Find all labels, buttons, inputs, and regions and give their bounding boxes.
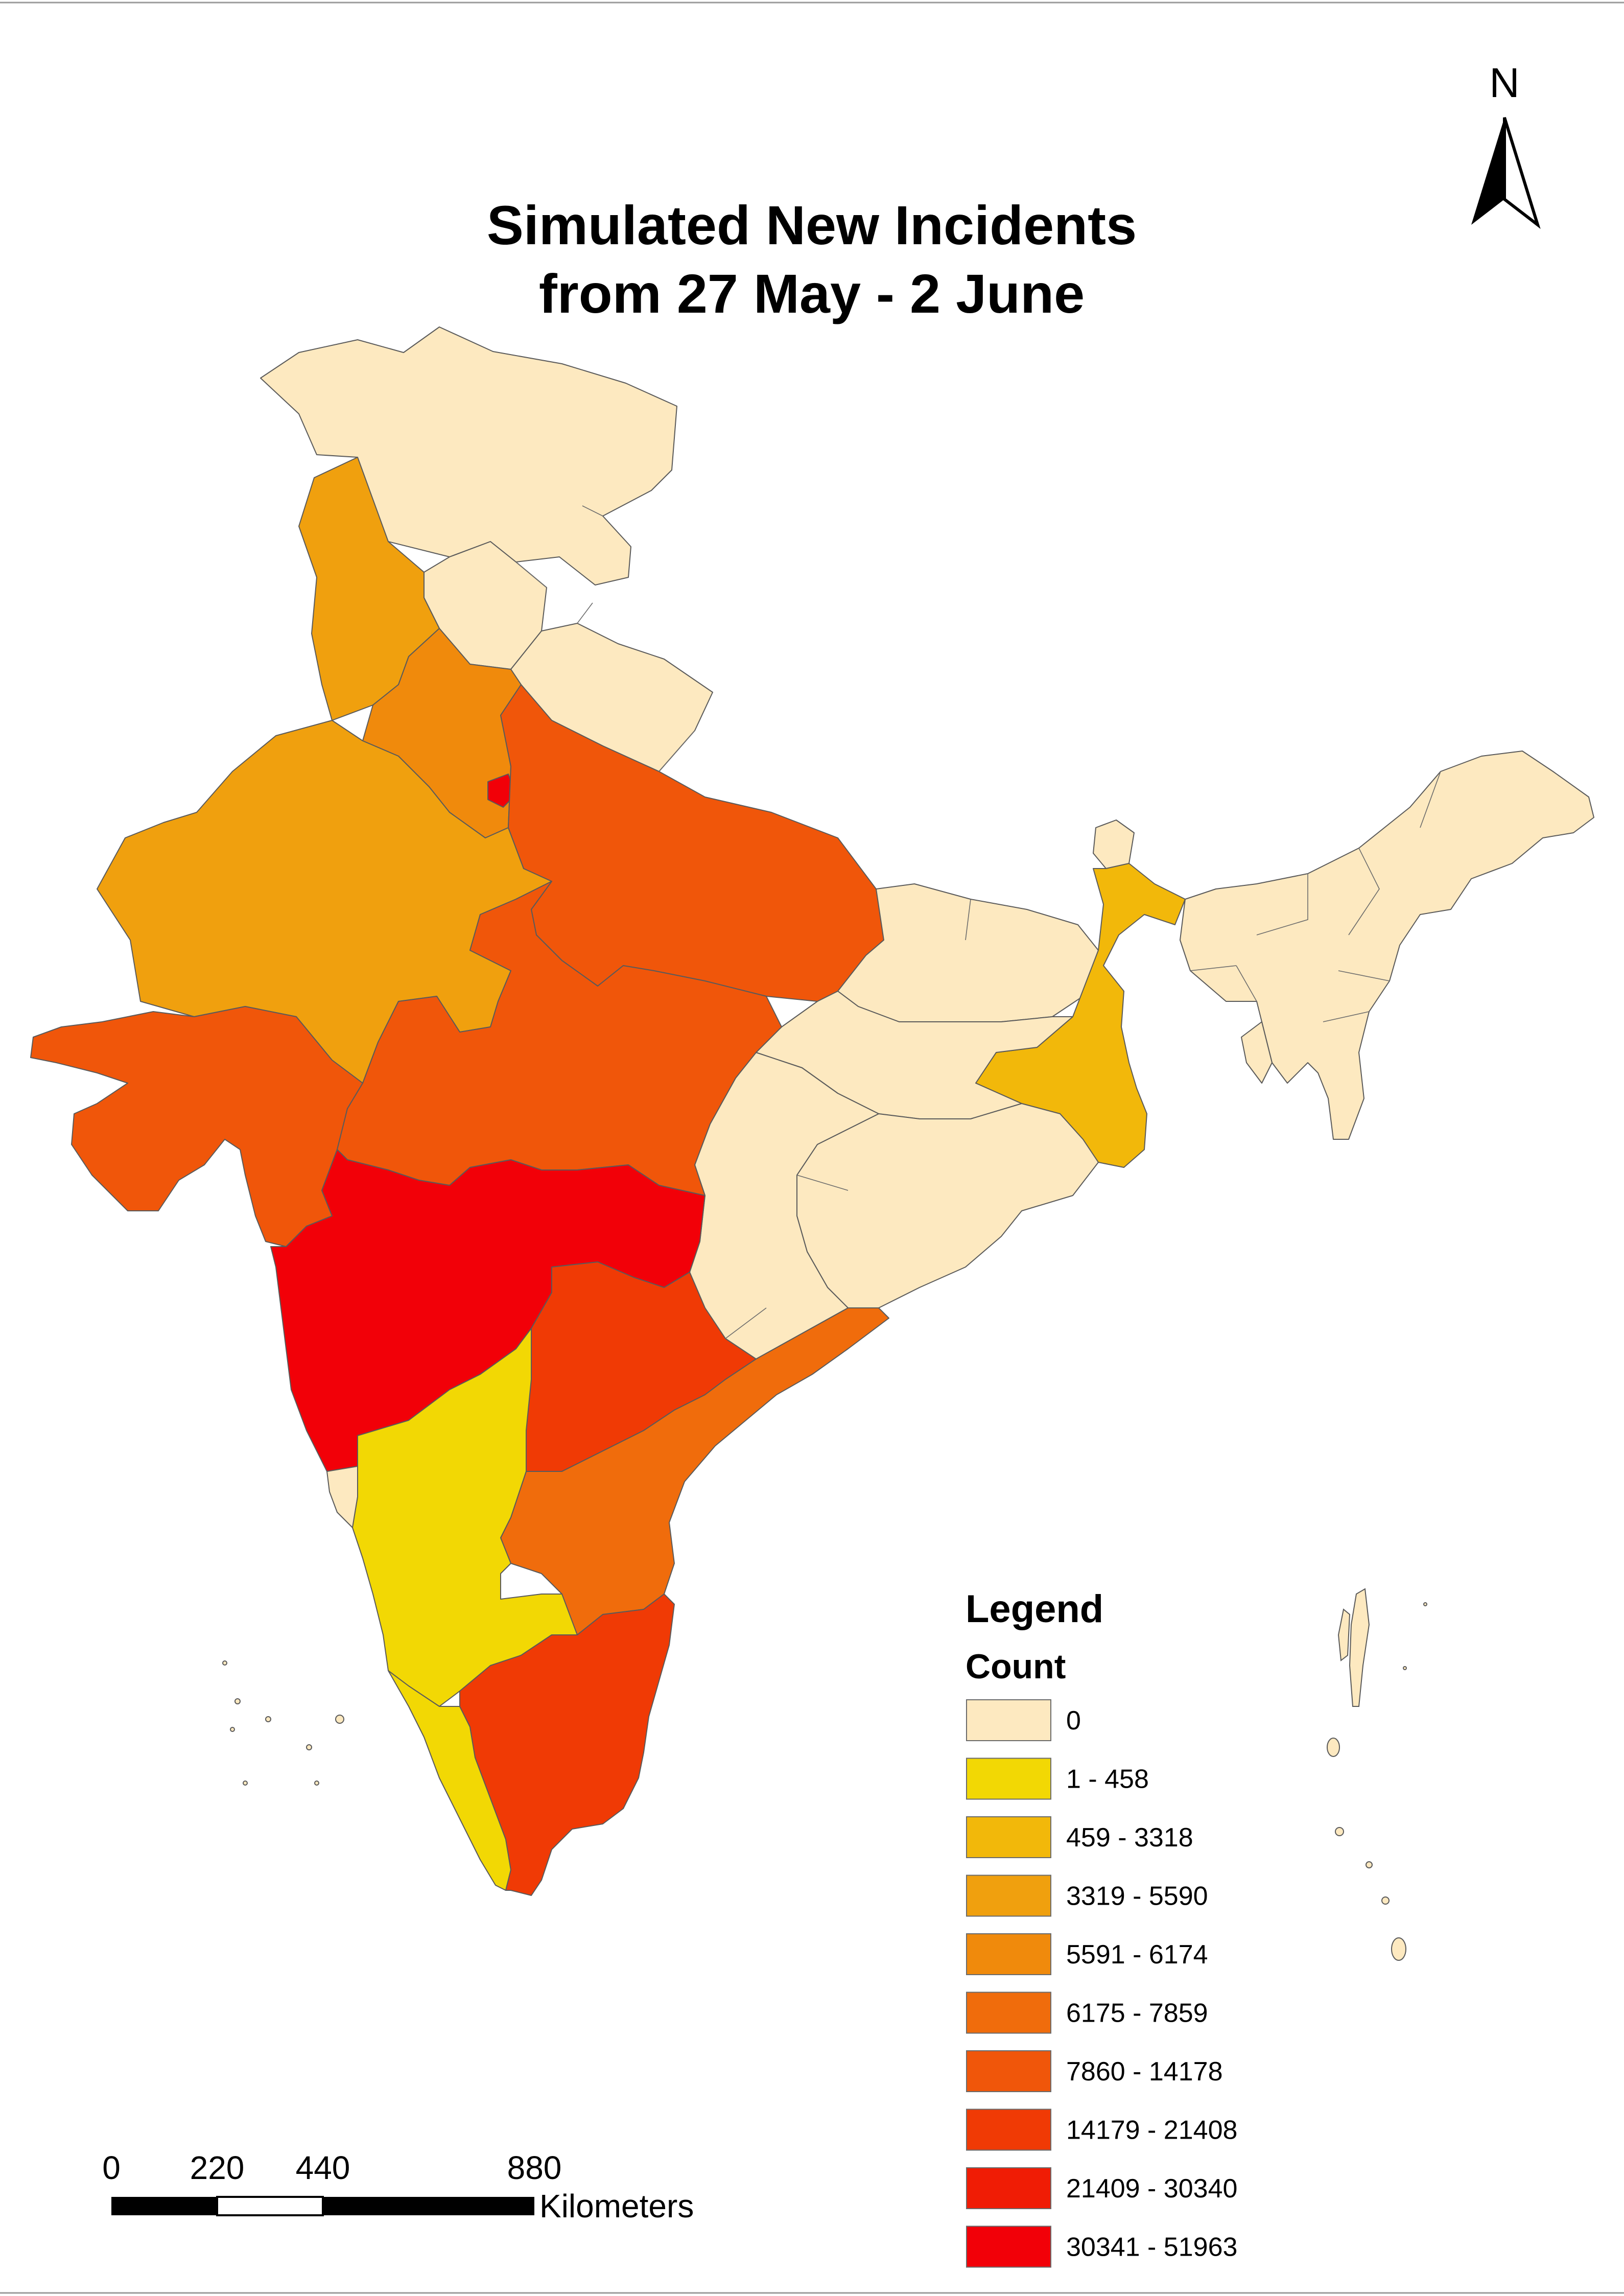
scale-segment-3 [323,2197,534,2215]
legend-label-4: 5591 - 6174 [1066,1940,1208,1970]
island [314,1780,319,1786]
legend-swatch-0 [966,1699,1051,1741]
region-odisha [796,1103,1099,1308]
region-gujarat [30,1006,363,1247]
island [222,1660,227,1666]
legend-label-6: 7860 - 14178 [1066,2057,1223,2087]
scale-tick-label: 440 [296,2149,350,2186]
islands-lakshadweep [222,1660,344,1786]
region-north-east [1180,751,1594,1140]
region-tamil-nadu [459,1594,675,1896]
scale-unit-label: Kilometers [539,2188,694,2224]
legend-label-8: 21409 - 30340 [1066,2174,1237,2204]
legend-swatch-5 [966,1992,1051,2034]
legend-swatch-6 [966,2050,1051,2092]
scale-tick-label: 880 [507,2149,562,2186]
legend-heading: Legend [966,1587,1103,1631]
legend-swatch-8 [966,2167,1051,2209]
legend-label-5: 6175 - 7859 [1066,1999,1208,2028]
islands-andaman-nicobar [1327,1588,1427,1961]
north-arrow: N [1471,60,1541,229]
legend-swatch-9 [966,2225,1051,2268]
island [234,1698,241,1704]
legend-label-2: 459 - 3318 [1066,1823,1193,1853]
region-tripura [1241,1021,1273,1084]
region-sikkim [1093,819,1135,869]
legend-swatch-3 [966,1875,1051,1917]
legend-items: 0 1 - 458 459 - 3318 3319 - 5590 5591 - 6174… [966,1699,1237,2268]
island [1423,1602,1427,1606]
legend-swatch-7 [966,2108,1051,2151]
island-north-andaman [1349,1588,1370,1707]
island [306,1744,312,1750]
island [243,1780,248,1786]
island [1381,1896,1390,1905]
region-goa [326,1466,358,1528]
legend-swatch-1 [966,1758,1051,1800]
legend-label-9: 30341 - 51963 [1066,2233,1237,2262]
island [265,1716,271,1722]
map-title-line2: from 27 May - 2 June [539,263,1085,324]
north-arrow-right-half [1503,117,1541,229]
legend-swatch-2 [966,1816,1051,1858]
island [335,1715,344,1724]
north-arrow-left-half [1471,118,1504,225]
legend-label-0: 0 [1066,1706,1081,1736]
island [1335,1827,1344,1836]
map-title-line1: Simulated New Incidents [487,194,1137,256]
legend-swatch-4 [966,1933,1051,1975]
scale-segment-2 [216,2196,324,2216]
scale-tick-label: 220 [190,2149,245,2186]
boundary-lines [515,505,1441,1339]
legend-label-7: 14179 - 21408 [1066,2116,1237,2145]
island-south-andaman [1337,1608,1351,1661]
scale-segment-1 [111,2197,217,2215]
north-arrow-label: N [1489,60,1519,106]
legend: Legend Count 0 1 - 458 459 - 3318 3319 - 55… [966,1587,1237,2268]
island-great-nicobar [1391,1937,1406,1961]
scale-tick-label: 0 [102,2149,121,2186]
island [1403,1666,1407,1670]
island [1366,1861,1373,1868]
legend-label-1: 1 - 458 [1066,1765,1149,1794]
legend-field-label: Count [966,1647,1066,1686]
scale-bar: 0 220 440 880 Kilometers [102,2149,694,2224]
region-karnataka [352,1328,578,1707]
island-little-andaman [1327,1738,1340,1757]
legend-label-3: 3319 - 5590 [1066,1882,1208,1911]
india-map [30,326,1594,1961]
island [230,1727,235,1732]
